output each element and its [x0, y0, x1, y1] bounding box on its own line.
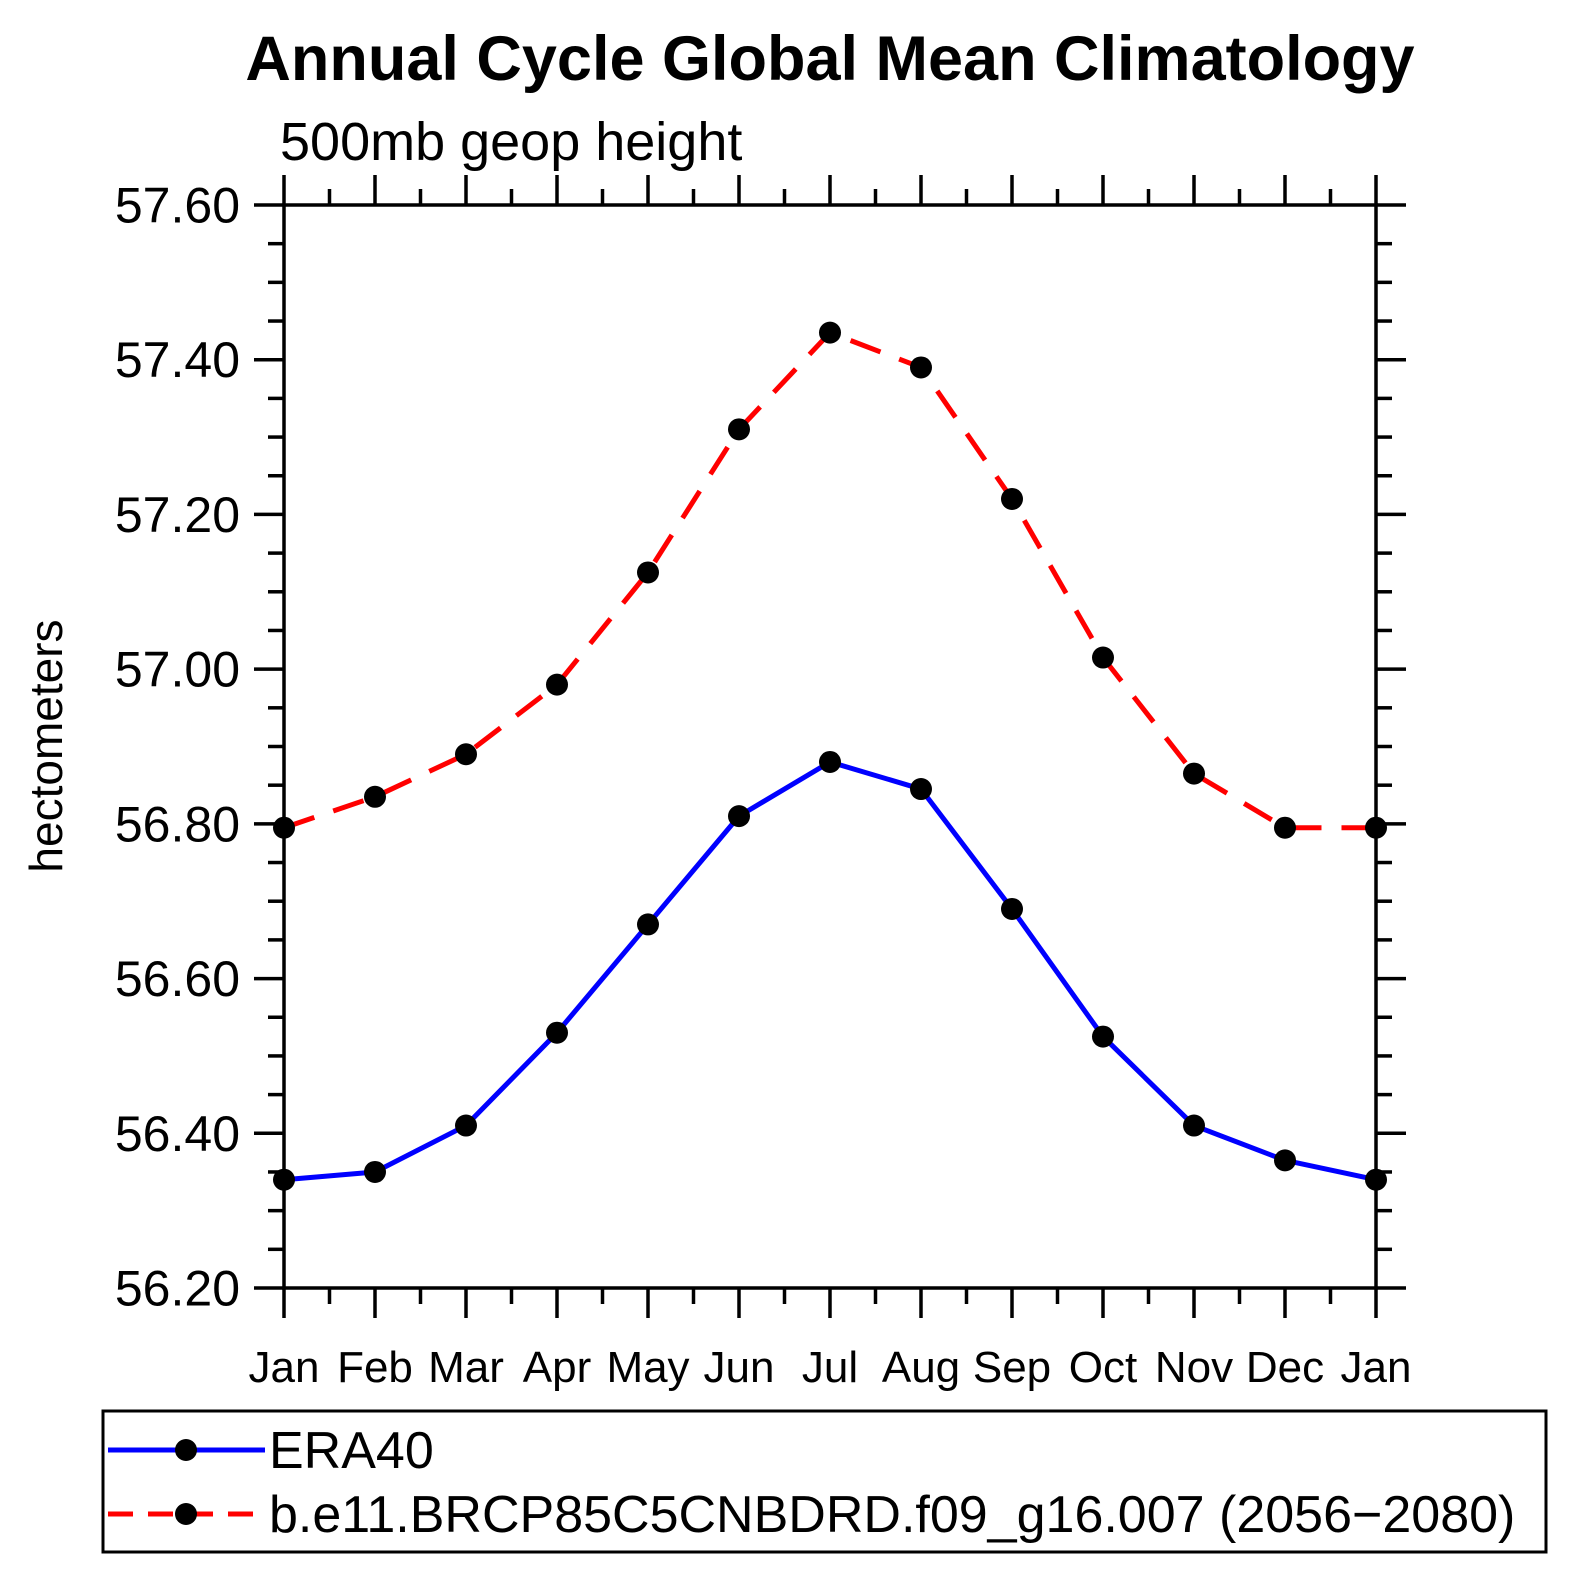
data-point-marker — [637, 913, 659, 936]
chart-subtitle: 500mb geop height — [280, 112, 742, 172]
data-point-marker — [1365, 816, 1387, 839]
data-point-marker — [819, 321, 841, 344]
plot-area: 56.20 56.40 56.60 56.80 57.00 57.20 57.40 57.60… — [115, 175, 1412, 1392]
legend-item-model: b.e11.BRCP85C5CNBDRD.f09_g16.007 (2056−2… — [108, 1486, 1515, 1544]
y-tick-label: 56.40 — [115, 1106, 240, 1162]
data-point-marker — [1001, 487, 1023, 510]
x-tick-label: Jul — [802, 1343, 858, 1392]
x-tick-label: Dec — [1246, 1343, 1324, 1392]
data-point-marker — [1183, 1114, 1205, 1137]
data-point-marker — [273, 1168, 295, 1191]
x-tick-label: Oct — [1069, 1343, 1137, 1392]
data-point-marker — [819, 750, 841, 773]
data-point-marker — [546, 1021, 568, 1044]
x-tick-label: Nov — [1155, 1343, 1233, 1392]
x-tick-label: Feb — [337, 1343, 413, 1392]
data-point-marker — [455, 743, 477, 766]
y-tick-label: 57.40 — [115, 332, 240, 388]
data-point-marker — [910, 778, 932, 801]
data-point-marker — [728, 418, 750, 441]
y-axis-label: hectometers — [20, 619, 72, 872]
data-point-marker — [364, 785, 386, 808]
data-point-marker — [455, 1114, 477, 1137]
y-tick-label: 57.00 — [115, 642, 240, 698]
x-tick-label: Aug — [882, 1343, 960, 1392]
x-tick-label: Apr — [523, 1343, 591, 1392]
data-point-marker — [1092, 646, 1114, 669]
data-point-marker — [1001, 897, 1023, 920]
data-point-marker — [728, 805, 750, 828]
legend: ERA40 b.e11.BRCP85C5CNBDRD.f09_g16.007 (… — [101, 1409, 1548, 1554]
data-point-marker — [1092, 1025, 1114, 1048]
y-tick-label: 57.60 — [115, 178, 240, 234]
y-tick-label: 56.60 — [115, 951, 240, 1007]
legend-item-era40: ERA40 — [108, 1422, 434, 1480]
series-line-0 — [283, 759, 1377, 1183]
x-tick-label: Sep — [973, 1343, 1051, 1392]
legend-marker-dot — [175, 1503, 197, 1525]
x-tick-label: Jan — [1341, 1343, 1412, 1392]
data-point-marker — [910, 356, 932, 379]
data-point-marker — [1365, 1168, 1387, 1191]
chart-title: Annual Cycle Global Mean Climatology — [245, 24, 1414, 94]
data-point-marker — [546, 673, 568, 696]
data-point-marker — [1274, 816, 1296, 839]
x-tick-label: May — [606, 1343, 689, 1392]
y-tick-label: 57.20 — [115, 487, 240, 543]
x-tick-label: Jan — [249, 1343, 320, 1392]
data-point-marker — [364, 1160, 386, 1183]
y-tick-label: 56.20 — [115, 1261, 240, 1317]
x-tick-label: Jun — [704, 1343, 775, 1392]
x-tick-label: Mar — [428, 1343, 504, 1392]
y-tick-label: 56.80 — [115, 796, 240, 852]
plot-box — [282, 203, 1378, 1290]
legend-marker-dot — [175, 1439, 197, 1461]
data-point-marker — [273, 816, 295, 839]
legend-label-era40: ERA40 — [269, 1422, 434, 1480]
data-point-marker — [1274, 1149, 1296, 1172]
legend-box — [101, 1409, 1548, 1554]
data-point-marker — [637, 561, 659, 584]
data-point-marker — [1183, 762, 1205, 785]
legend-label-model: b.e11.BRCP85C5CNBDRD.f09_g16.007 (2056−2… — [269, 1486, 1515, 1544]
